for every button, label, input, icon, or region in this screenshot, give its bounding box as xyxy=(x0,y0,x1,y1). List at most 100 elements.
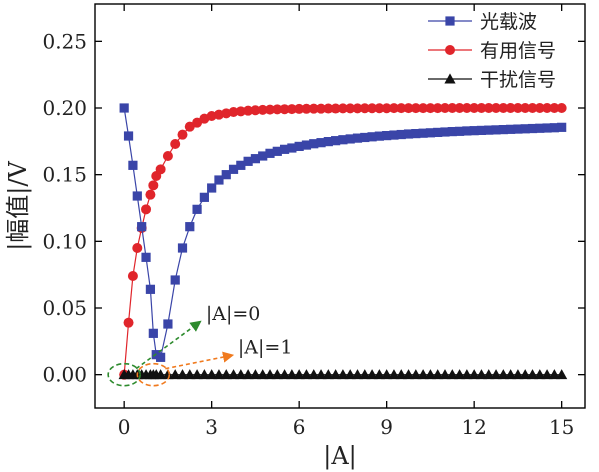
data-point xyxy=(490,369,502,380)
data-point xyxy=(513,124,523,134)
data-point xyxy=(185,222,195,232)
data-point xyxy=(271,369,283,380)
y-tick-label: 0.15 xyxy=(42,163,87,187)
data-point xyxy=(220,369,232,380)
data-point xyxy=(403,103,414,114)
data-point xyxy=(145,189,156,200)
data-point xyxy=(192,204,202,214)
x-tick-label: 0 xyxy=(118,415,131,439)
highlight-ellipse xyxy=(136,362,171,387)
data-point xyxy=(433,127,443,137)
data-point xyxy=(476,103,487,113)
axis-ticks: 0 3 6 9 12 15 0.00 0.05 0.10 0.15 0.20 0.25 xyxy=(42,4,585,439)
data-point xyxy=(170,139,181,149)
data-point xyxy=(309,139,319,149)
x-axis-label: |A| xyxy=(323,442,357,471)
data-point xyxy=(308,103,319,114)
data-point xyxy=(548,369,560,380)
legend-item: 干扰信号 xyxy=(428,69,556,91)
data-point xyxy=(145,284,156,294)
data-point xyxy=(123,317,134,328)
data-point xyxy=(396,129,406,140)
data-point xyxy=(265,148,275,158)
data-point xyxy=(381,103,392,114)
data-point xyxy=(534,369,546,380)
data-point xyxy=(177,129,188,140)
data-point xyxy=(381,369,393,380)
data-point xyxy=(221,170,231,180)
data-point xyxy=(527,103,538,113)
data-point xyxy=(315,369,327,380)
series-line xyxy=(123,107,562,375)
annotation-layer: |A|=0 |A|=1 xyxy=(107,303,293,387)
data-point xyxy=(446,369,458,380)
data-point xyxy=(162,151,173,161)
data-point xyxy=(534,103,545,113)
data-point xyxy=(411,129,421,139)
y-tick-label: 0.20 xyxy=(42,96,87,120)
data-point xyxy=(396,103,407,114)
legend-marker xyxy=(445,16,455,26)
series-circle xyxy=(119,103,567,380)
data-point xyxy=(176,369,189,380)
data-point xyxy=(542,123,552,133)
data-point xyxy=(557,122,567,132)
data-point xyxy=(155,369,167,380)
data-point xyxy=(468,369,480,380)
data-point xyxy=(432,103,443,114)
y-axis-label: |幅值|/V xyxy=(4,161,33,251)
data-point xyxy=(542,103,553,113)
data-point xyxy=(184,121,195,132)
data-point xyxy=(388,369,400,380)
data-point xyxy=(330,103,341,114)
x-tick-label: 15 xyxy=(549,415,574,439)
data-point xyxy=(374,131,384,141)
data-point xyxy=(491,103,502,113)
data-point xyxy=(491,125,501,135)
data-point xyxy=(337,369,349,380)
data-point xyxy=(389,130,399,140)
data-point xyxy=(249,369,262,380)
data-point xyxy=(286,104,297,115)
legend-label: 有用信号 xyxy=(480,40,556,62)
data-point xyxy=(351,369,364,380)
data-point xyxy=(316,138,326,148)
data-point xyxy=(119,103,129,113)
y-tick-label: 0.05 xyxy=(42,296,87,320)
series-square xyxy=(119,103,567,362)
series-layer xyxy=(118,103,568,380)
data-point xyxy=(476,125,487,135)
legend-label: 光载波 xyxy=(480,11,537,33)
data-point xyxy=(192,117,203,128)
data-point xyxy=(498,125,508,135)
data-point xyxy=(461,369,473,380)
data-point xyxy=(512,103,523,113)
data-point xyxy=(526,369,539,380)
data-point xyxy=(206,369,218,380)
data-point xyxy=(425,128,436,138)
data-point xyxy=(228,164,239,174)
data-point xyxy=(287,143,297,153)
data-point xyxy=(272,104,283,115)
data-point xyxy=(141,252,151,262)
legend-marker xyxy=(444,73,456,84)
x-tick-label: 9 xyxy=(380,415,393,439)
data-point xyxy=(505,369,517,380)
data-point xyxy=(344,369,356,380)
data-point xyxy=(402,369,415,380)
data-point xyxy=(418,128,428,138)
data-point xyxy=(475,369,488,380)
data-point xyxy=(293,369,305,380)
data-point xyxy=(278,369,291,380)
plot-area xyxy=(94,3,586,409)
annotation-label: |A|=1 xyxy=(238,336,293,358)
data-point xyxy=(191,369,203,380)
data-point xyxy=(141,204,152,215)
data-point xyxy=(316,103,327,114)
data-point xyxy=(323,137,333,147)
data-point xyxy=(535,123,545,133)
data-point xyxy=(155,164,166,175)
data-point xyxy=(163,319,173,329)
